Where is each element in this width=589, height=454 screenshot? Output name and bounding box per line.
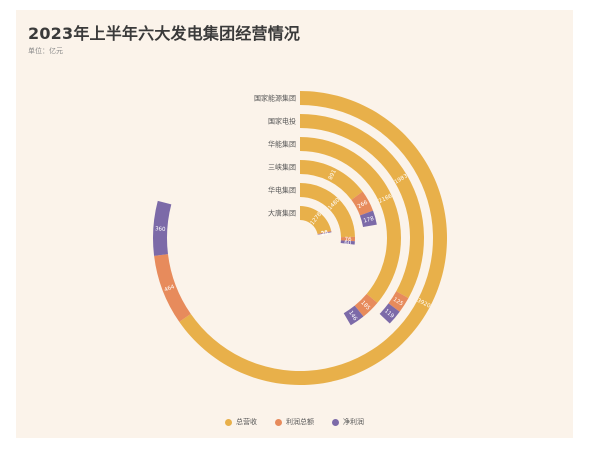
bar-segment <box>317 230 332 235</box>
legend-label: 总营收 <box>236 418 257 426</box>
bar-segment <box>154 254 191 322</box>
data-label: 891 <box>328 169 338 181</box>
data-label: 125 <box>392 297 404 308</box>
chart-legend: 总营收 利润总额 净利润 <box>16 417 573 427</box>
data-label: 464 <box>164 284 176 294</box>
data-label: 76 <box>344 237 352 243</box>
data-label: 146 <box>347 310 358 322</box>
data-label: 266 <box>357 200 370 211</box>
bar-segment <box>379 303 400 324</box>
bar-segment <box>300 206 332 234</box>
bar-segment <box>351 191 374 216</box>
data-label: 20 <box>321 230 330 237</box>
data-label: 360 <box>155 226 166 233</box>
chart-subtitle: 单位：亿元 <box>28 47 63 55</box>
category-label: 华能集团 <box>268 140 296 149</box>
data-label: 60 <box>344 240 352 247</box>
chart-panel: 2023年上半年六大发电集团经营情况 单位：亿元 国家能源集团 3920 464 36… <box>16 10 573 438</box>
bar-segment <box>179 91 447 385</box>
legend-swatch <box>332 418 339 426</box>
category-label: 三峡集团 <box>268 163 296 172</box>
category-label: 国家电投 <box>268 117 296 126</box>
bar-segment <box>340 240 355 245</box>
chart-title: 2023年上半年六大发电集团经营情况 <box>28 24 301 43</box>
legend-label: 利润总额 <box>286 418 314 426</box>
bar-segment <box>359 210 377 227</box>
category-label: 国家能源集团 <box>254 94 296 103</box>
bar-segment <box>300 114 424 299</box>
legend-label: 净利润 <box>343 418 364 426</box>
bar-segment <box>317 231 332 235</box>
bar-segment <box>300 160 363 200</box>
data-label: 119 <box>383 308 395 320</box>
legend-item[interactable]: 总营收 <box>225 417 257 427</box>
data-label: 185 <box>359 300 371 312</box>
bar-segment <box>354 293 378 317</box>
legend-swatch <box>225 418 232 426</box>
bar-segment <box>300 137 401 303</box>
legend-swatch <box>275 418 282 426</box>
bar-segment <box>388 291 409 312</box>
bar-segment <box>153 200 172 256</box>
bar-segment <box>343 305 364 326</box>
data-label: 28 <box>321 230 330 237</box>
category-label: 大唐集团 <box>268 209 296 218</box>
radial-bar-chart: 国家能源集团3920464360国家电投1983125119华能集团216618… <box>153 91 447 385</box>
legend-item[interactable]: 净利润 <box>332 417 364 427</box>
data-label: 2166 <box>378 193 394 205</box>
bar-segment <box>340 236 355 242</box>
legend-item[interactable]: 利润总额 <box>275 417 314 427</box>
data-label: 178 <box>363 216 375 225</box>
category-label: 华电集团 <box>268 186 296 195</box>
bar-segment <box>300 183 355 238</box>
